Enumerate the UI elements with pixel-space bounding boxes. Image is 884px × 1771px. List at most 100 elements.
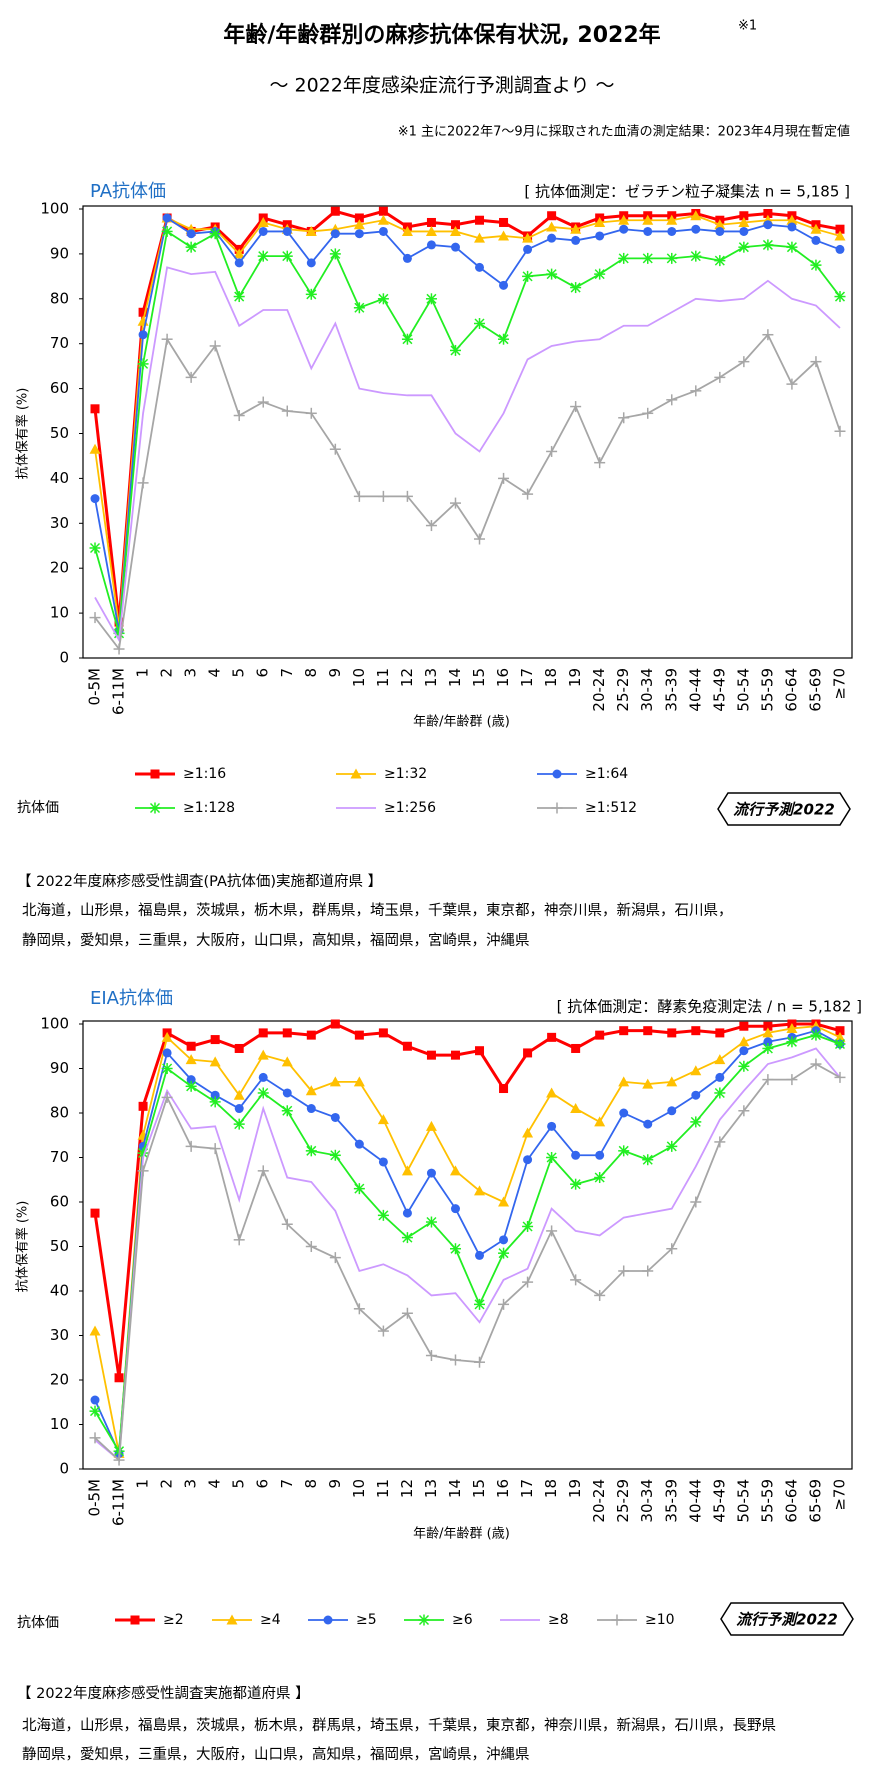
marker (475, 262, 485, 272)
marker (570, 401, 582, 413)
marker-shape (402, 1232, 413, 1243)
marker-shape (234, 291, 245, 302)
marker-shape (547, 1032, 557, 1042)
marker (642, 252, 654, 264)
y-tick-label: 60 (50, 1193, 69, 1211)
marker-shape (498, 334, 509, 345)
marker-shape (546, 1087, 558, 1098)
marker (834, 1071, 846, 1083)
marker (450, 1050, 460, 1060)
marker (738, 241, 750, 253)
marker-shape (330, 1019, 340, 1029)
marker (738, 1105, 750, 1117)
marker (810, 1029, 822, 1041)
marker (89, 1432, 101, 1444)
marker (498, 1298, 510, 1310)
marker-shape (475, 1250, 485, 1260)
marker (378, 1157, 388, 1167)
marker (425, 225, 437, 236)
marker (643, 1119, 653, 1129)
marker-shape (666, 1076, 678, 1087)
marker (281, 405, 293, 417)
marker (353, 302, 365, 314)
marker (570, 1178, 582, 1190)
marker-shape (350, 768, 362, 779)
marker-shape (257, 1049, 269, 1060)
marker (233, 410, 245, 422)
x-tick-label: 0-5M (86, 1479, 104, 1516)
marker (547, 233, 557, 243)
marker-shape (786, 214, 798, 225)
marker-shape (594, 269, 605, 280)
marker (306, 1104, 316, 1114)
marker-shape (150, 769, 160, 779)
legend-label: ≥6 (452, 1612, 473, 1628)
marker (786, 241, 798, 253)
marker (329, 1149, 341, 1161)
marker (90, 1208, 100, 1218)
marker (449, 497, 461, 509)
marker (522, 270, 534, 282)
marker (715, 226, 725, 236)
marker-shape (330, 1150, 341, 1161)
x-tick-label: 18 (542, 1479, 560, 1498)
x-tick-label: 50-54 (734, 1479, 752, 1523)
marker (306, 1030, 316, 1040)
marker-shape (522, 1221, 533, 1232)
marker-shape (306, 1145, 317, 1156)
series-line (94, 266, 841, 643)
marker (329, 443, 341, 455)
marker-shape (738, 216, 750, 227)
marker-shape (354, 1030, 364, 1040)
marker (353, 490, 365, 502)
marker-shape (835, 224, 845, 234)
marker (377, 1325, 389, 1337)
marker (450, 1204, 460, 1214)
pref-line: 北海道，山形県，福島県，茨城県，栃木県，群馬県，埼玉県，千葉県，東京都，神奈川県… (22, 1717, 776, 1734)
marker (185, 1054, 197, 1065)
marker-shape (323, 1615, 333, 1625)
marker-shape (834, 1038, 846, 1050)
marker-shape (305, 225, 317, 236)
marker-shape (210, 1035, 220, 1045)
y-tick-label: 70 (50, 334, 69, 352)
marker-shape (642, 253, 653, 264)
marker (498, 1247, 510, 1259)
x-tick-label: 20-24 (590, 668, 608, 712)
marker-shape (233, 1089, 245, 1100)
marker-shape (401, 1165, 413, 1176)
marker (499, 1084, 509, 1094)
marker (691, 1026, 701, 1036)
legend-label: ≥1:32 (384, 766, 427, 782)
y-tick-label: 30 (50, 514, 69, 532)
y-tick-label: 80 (50, 289, 69, 307)
marker (425, 1350, 437, 1362)
marker-shape (594, 1116, 606, 1127)
marker-shape (691, 1090, 701, 1100)
marker-shape (281, 1056, 293, 1067)
panel-title: EIA抗体価 (90, 988, 173, 1009)
marker-shape (666, 214, 678, 225)
marker (330, 206, 340, 216)
marker (257, 216, 269, 227)
marker-shape (546, 221, 558, 232)
marker-shape (282, 226, 292, 236)
marker (570, 282, 582, 294)
x-tick-label: 60-64 (782, 1479, 800, 1523)
marker (353, 219, 365, 230)
marker (329, 1252, 341, 1264)
marker (305, 407, 317, 419)
marker-shape (570, 1179, 581, 1190)
marker-shape (499, 280, 509, 290)
marker-shape (354, 1139, 364, 1149)
pref-line: 北海道，山形県，福島県，茨城県，栃木県，群馬県，埼玉県，千葉県，東京都，神奈川県… (22, 902, 733, 919)
marker (762, 329, 774, 341)
marker-shape (234, 1104, 244, 1114)
series-line (94, 1047, 841, 1462)
marker-shape (715, 1028, 725, 1038)
marker (474, 317, 486, 329)
page-title: 年齢/年齢群別の麻疹抗体保有状況, 2022年 (223, 22, 660, 48)
marker (426, 240, 436, 250)
marker-shape (498, 230, 510, 241)
